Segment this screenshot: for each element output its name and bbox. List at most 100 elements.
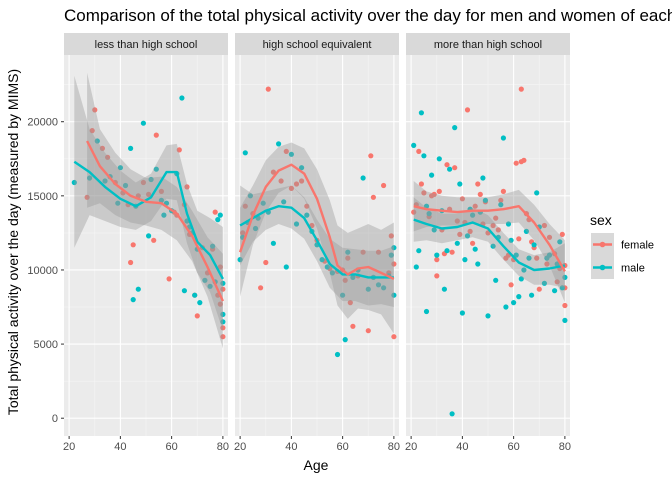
x-tick-label: 40 — [114, 441, 126, 453]
data-point-female — [495, 227, 501, 233]
data-point-female — [546, 234, 553, 240]
x-tick-label: 60 — [508, 441, 520, 453]
data-point-male — [388, 252, 394, 258]
data-point-male — [503, 304, 509, 310]
data-point-female — [449, 249, 455, 255]
data-point-male — [444, 248, 450, 254]
data-point-male — [518, 276, 524, 282]
data-point-female — [431, 191, 437, 197]
data-point-male — [449, 411, 455, 417]
data-point-female — [299, 178, 305, 184]
data-point-male — [480, 175, 486, 181]
data-point-female — [454, 218, 460, 224]
data-point-male — [220, 280, 226, 286]
data-point-female — [220, 334, 226, 340]
data-point-female — [368, 153, 374, 159]
x-tick-label: 80 — [388, 441, 400, 453]
data-point-male — [281, 199, 287, 205]
data-point-female — [370, 194, 376, 200]
confidence-band-female — [87, 72, 223, 349]
y-tick-label: 5000 — [34, 339, 58, 351]
confidence-band-male — [413, 197, 565, 288]
smooth-line-male — [73, 160, 224, 280]
data-point-female — [263, 259, 269, 266]
x-tick-label: 40 — [285, 441, 297, 453]
data-point-female — [258, 285, 264, 291]
data-point-male — [431, 227, 437, 233]
data-point-female — [470, 240, 476, 246]
data-point-male — [293, 221, 300, 227]
data-point-male — [288, 151, 294, 157]
data-point-male — [516, 294, 522, 300]
data-point-male — [493, 277, 499, 283]
data-point-male — [381, 285, 387, 291]
data-point-female — [293, 181, 300, 187]
data-point-female — [536, 286, 542, 292]
data-point-male — [153, 166, 159, 172]
data-point-male — [423, 308, 430, 315]
data-point-female — [375, 249, 382, 255]
data-point-male — [375, 282, 382, 288]
data-point-female — [350, 323, 356, 329]
data-point-male — [87, 175, 93, 181]
data-point-male — [135, 286, 141, 292]
data-point-male — [365, 286, 371, 292]
data-point-female — [365, 328, 371, 334]
legend-label-female: female — [621, 240, 654, 252]
data-point-female — [105, 154, 111, 160]
data-point-female — [342, 277, 348, 283]
data-point-male — [464, 233, 471, 239]
data-point-male — [500, 135, 506, 141]
data-point-female — [493, 215, 499, 221]
data-point-female — [304, 203, 310, 209]
facet-strip — [235, 33, 399, 55]
data-point-female — [217, 301, 223, 307]
data-point-male — [197, 300, 203, 306]
data-point-female — [166, 276, 172, 282]
data-point-male — [423, 203, 430, 209]
data-point-male — [498, 202, 504, 208]
x-tick-label: 80 — [559, 441, 571, 453]
data-point-male — [391, 245, 397, 251]
data-point-female — [278, 178, 284, 184]
data-point-male — [426, 211, 432, 217]
data-point-male — [94, 138, 100, 144]
data-point-female — [498, 197, 504, 203]
data-point-male — [117, 165, 123, 171]
confidence-band-female — [240, 142, 394, 334]
smooth-line-male — [239, 204, 394, 279]
y-tick-label: 0 — [52, 413, 58, 425]
data-point-male — [283, 264, 289, 270]
data-point-female — [212, 209, 218, 215]
data-point-female — [240, 230, 246, 236]
data-point-male — [508, 237, 514, 243]
data-point-male — [192, 292, 198, 298]
data-point-male — [207, 283, 213, 289]
data-point-female — [490, 222, 496, 229]
legend-key-point — [599, 241, 606, 248]
data-point-male — [557, 239, 563, 245]
data-point-male — [319, 257, 325, 263]
data-point-male — [482, 197, 488, 203]
data-point-male — [102, 178, 108, 184]
data-point-female — [345, 255, 351, 261]
data-point-male — [128, 145, 134, 151]
data-point-male — [418, 110, 424, 116]
data-point-male — [510, 300, 517, 306]
data-point-female — [467, 228, 473, 234]
data-point-female — [513, 160, 519, 166]
data-point-male — [562, 317, 568, 323]
data-point-female — [153, 132, 159, 138]
data-point-male — [475, 261, 481, 267]
x-tick-label: 40 — [456, 441, 468, 453]
data-point-female — [559, 231, 565, 237]
data-point-male — [220, 319, 226, 325]
data-point-female — [477, 191, 483, 197]
x-axis-title: Age — [304, 457, 329, 473]
data-point-male — [270, 240, 276, 246]
data-point-female — [84, 194, 90, 200]
data-point-male — [342, 337, 348, 343]
data-point-male — [148, 176, 154, 183]
